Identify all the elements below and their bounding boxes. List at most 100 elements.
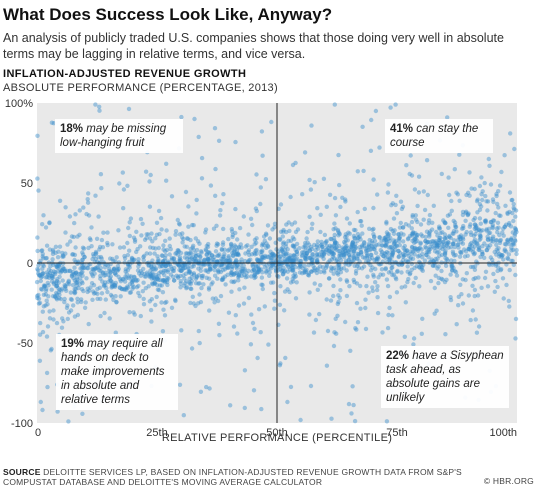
data-point bbox=[397, 236, 402, 241]
data-point bbox=[405, 237, 411, 242]
data-point bbox=[36, 292, 41, 298]
data-point bbox=[331, 252, 336, 257]
data-point bbox=[197, 281, 202, 286]
data-point bbox=[427, 231, 432, 236]
data-point bbox=[320, 244, 325, 249]
data-point bbox=[337, 253, 342, 259]
data-point bbox=[480, 251, 485, 257]
data-point bbox=[396, 248, 401, 254]
data-point bbox=[430, 263, 435, 268]
data-point bbox=[256, 267, 262, 273]
data-point bbox=[176, 274, 181, 279]
data-point bbox=[236, 278, 241, 283]
data-point bbox=[306, 246, 311, 251]
data-point bbox=[163, 263, 168, 269]
data-point bbox=[430, 244, 436, 249]
data-point bbox=[280, 241, 286, 246]
annotation-top-left-text: may be missing low-hanging fruit bbox=[60, 123, 167, 149]
data-point bbox=[51, 280, 57, 285]
data-point bbox=[375, 255, 381, 260]
data-point bbox=[121, 187, 127, 192]
data-point bbox=[374, 287, 380, 293]
data-point bbox=[230, 232, 235, 238]
data-point bbox=[231, 324, 237, 329]
data-point bbox=[460, 241, 466, 246]
data-point bbox=[161, 268, 167, 273]
data-point bbox=[83, 300, 88, 305]
data-point bbox=[294, 280, 299, 285]
data-point bbox=[450, 241, 456, 246]
data-point bbox=[334, 241, 339, 246]
data-point bbox=[220, 254, 226, 260]
data-point bbox=[266, 342, 271, 347]
data-point bbox=[447, 234, 452, 240]
data-point bbox=[193, 253, 199, 259]
y-tick-label: -100 bbox=[11, 418, 33, 430]
data-point bbox=[397, 250, 403, 256]
data-point bbox=[220, 277, 225, 282]
data-point bbox=[278, 202, 284, 207]
data-point bbox=[513, 231, 518, 236]
data-point bbox=[147, 273, 152, 278]
data-point bbox=[337, 262, 342, 267]
data-point bbox=[346, 257, 351, 262]
data-point bbox=[291, 273, 296, 278]
data-point bbox=[144, 251, 149, 256]
data-point bbox=[415, 248, 421, 254]
data-point bbox=[472, 267, 478, 272]
data-point bbox=[204, 252, 210, 257]
data-point bbox=[477, 207, 483, 212]
data-point bbox=[469, 240, 474, 246]
data-point bbox=[509, 236, 514, 241]
data-point bbox=[181, 273, 186, 278]
data-point bbox=[177, 255, 183, 260]
data-point bbox=[387, 305, 392, 311]
data-point bbox=[184, 279, 189, 284]
data-point bbox=[233, 244, 238, 249]
data-point bbox=[426, 249, 431, 254]
data-point bbox=[86, 262, 91, 267]
data-point bbox=[491, 218, 496, 223]
data-point bbox=[254, 240, 259, 245]
data-point bbox=[205, 256, 210, 262]
data-point bbox=[137, 294, 142, 299]
data-point bbox=[38, 320, 43, 326]
data-point bbox=[333, 240, 338, 245]
data-point bbox=[290, 243, 296, 249]
data-point bbox=[117, 285, 123, 291]
data-point bbox=[350, 243, 356, 248]
data-point bbox=[88, 285, 93, 290]
data-point bbox=[356, 261, 361, 267]
data-point bbox=[125, 267, 131, 273]
data-point bbox=[439, 276, 444, 281]
data-point bbox=[54, 284, 59, 289]
data-point bbox=[114, 300, 119, 305]
data-point bbox=[139, 270, 145, 276]
data-point bbox=[355, 263, 360, 269]
data-point bbox=[468, 264, 474, 270]
data-point bbox=[278, 264, 283, 269]
data-point bbox=[206, 257, 211, 263]
data-point bbox=[98, 273, 103, 279]
data-point bbox=[449, 258, 454, 263]
data-point bbox=[157, 231, 162, 237]
data-point bbox=[343, 241, 348, 246]
data-point bbox=[49, 120, 55, 125]
data-point bbox=[220, 242, 226, 247]
data-point bbox=[272, 221, 278, 226]
data-point bbox=[57, 274, 62, 279]
data-point bbox=[417, 284, 422, 289]
data-point bbox=[480, 228, 485, 233]
data-point bbox=[368, 252, 373, 257]
data-point bbox=[297, 246, 302, 251]
data-point bbox=[450, 249, 456, 254]
data-point bbox=[482, 255, 487, 260]
data-point bbox=[60, 254, 65, 259]
data-point bbox=[458, 282, 463, 287]
data-point bbox=[375, 310, 381, 316]
data-point bbox=[171, 268, 177, 274]
data-point bbox=[51, 281, 57, 287]
data-point bbox=[499, 267, 504, 272]
data-point bbox=[112, 284, 118, 289]
data-point bbox=[436, 243, 441, 248]
